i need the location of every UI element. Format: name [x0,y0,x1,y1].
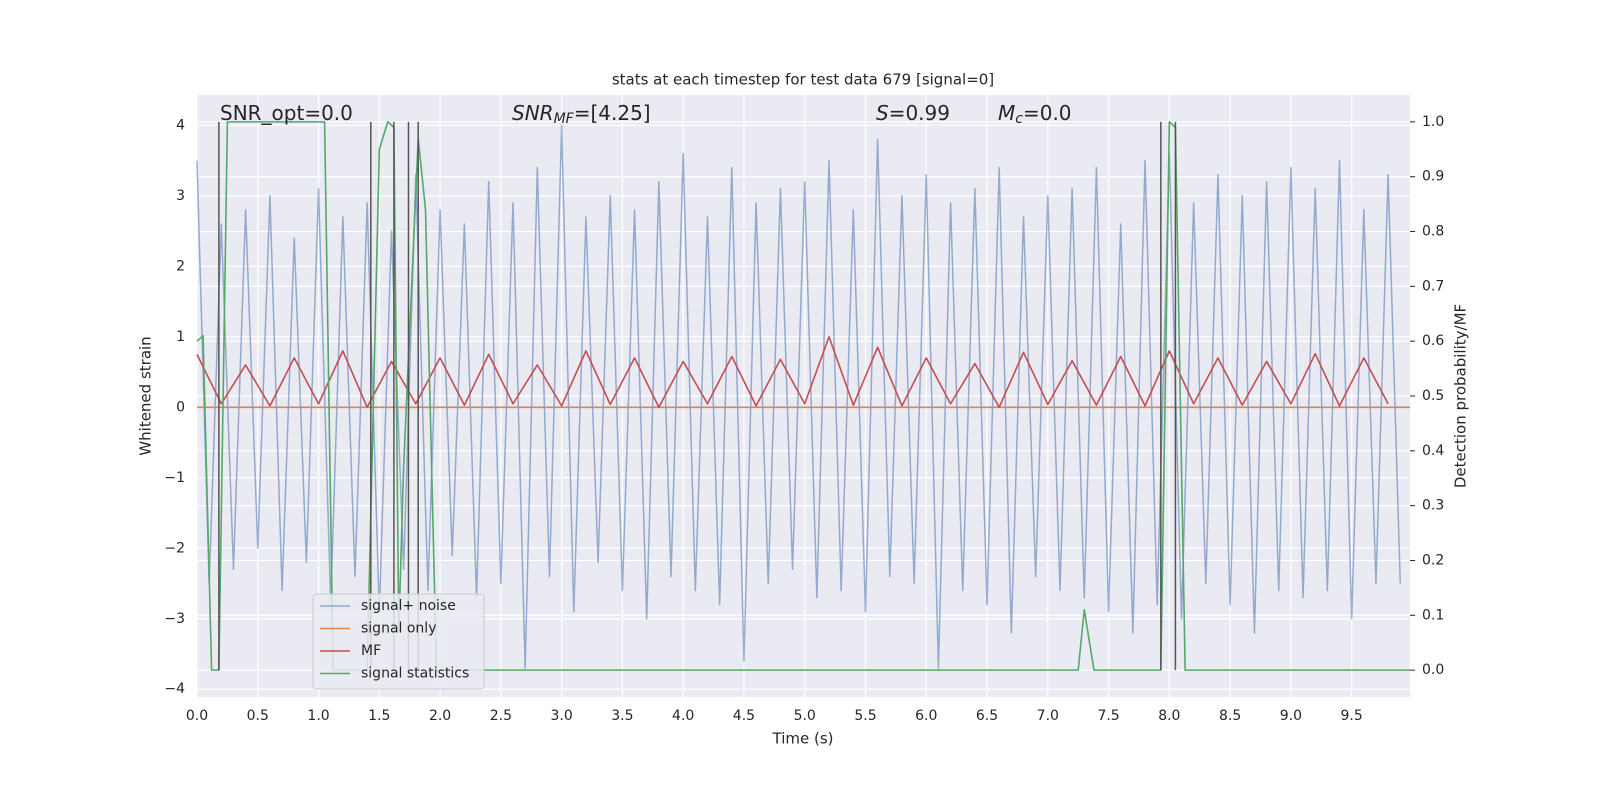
y2-tick-label: 0.5 [1422,388,1444,404]
legend: signal+ noise signal only MF signal statist… [312,593,485,690]
annotation-part: c [1015,111,1023,127]
series-line [196,121,1410,671]
x-tick-label: 1.0 [307,708,329,724]
y2-axis-label: Detection probability/MF [1452,304,1470,488]
x-tick-label: 0.0 [186,708,208,724]
x-tick-label: 3.5 [611,708,633,724]
y2-tick-label: 0.1 [1422,607,1444,623]
x-tick-label: 8.0 [1158,708,1180,724]
y2-tick-label: 0.8 [1422,224,1444,240]
x-tick-label: 2.0 [429,708,451,724]
x-tick-label: 4.0 [672,708,694,724]
y2-tick-label: 0.7 [1422,278,1444,294]
legend-label: signal statistics [361,666,469,682]
y-tick-label: 4 [176,117,185,133]
x-tick-label: 7.0 [1037,708,1059,724]
y2-tick-label: 0.6 [1422,333,1444,349]
x-tick-label: 4.5 [733,708,755,724]
y-tick-label: 1 [176,329,185,345]
x-tick-label: 8.5 [1219,708,1241,724]
y-tick-label: 3 [176,188,185,204]
x-tick-label: 6.0 [915,708,937,724]
annotation: SNRMF=[4.25] [512,101,651,128]
y-tick-label: 2 [176,258,185,274]
y-tick-label: −1 [164,470,185,486]
y-axis-label: Whitened strain [137,336,155,455]
annotation-part: S [876,101,889,125]
x-tick-label: 5.0 [794,708,816,724]
x-tick-label: 9.5 [1341,708,1363,724]
y-tick-label: 0 [176,399,185,415]
marks [196,121,1410,671]
annotation-part: =0.99 [889,101,950,125]
annotation-part: SNR_opt=0.0 [220,101,353,125]
legend-label: MF [361,643,381,659]
annotation: Mc=0.0 [998,101,1072,128]
legend-label: signal only [361,621,436,637]
x-tick-label: 2.5 [490,708,512,724]
y2-tick-label: 1.0 [1422,114,1444,130]
x-tick-label: 9.0 [1280,708,1302,724]
legend-label: signal+ noise [361,598,456,614]
y2-tick-label: 0.2 [1422,552,1444,568]
annotation-part: SNR [512,101,554,125]
y2-tick-label: 0.9 [1422,169,1444,185]
y-tick-label: −3 [164,611,185,627]
x-tick-label: 7.5 [1097,708,1119,724]
x-tick-label: 5.5 [854,708,876,724]
x-tick-label: 0.5 [247,708,269,724]
y2-tick-label: 0.4 [1422,443,1444,459]
y-tick-label: −4 [164,681,185,697]
x-tick-label: 1.5 [368,708,390,724]
y-tick-label: −2 [164,540,185,556]
y2-tick-label: 0.0 [1422,662,1444,678]
x-axis-label: Time (s) [772,730,834,748]
legend-box [312,593,485,690]
annotation: SNR_opt=0.0 [220,101,353,125]
x-tick-label: 6.5 [976,708,998,724]
annotation-part: =0.0 [1023,101,1072,125]
annotation-part: M [998,101,1015,125]
annotation-part: MF [554,111,575,127]
annotation: S=0.99 [876,101,950,125]
x-tick-label: 3.0 [550,708,572,724]
chart-title: stats at each timestep for test data 679… [612,71,994,89]
annotation-part: =[4.25] [574,101,651,125]
y2-tick-label: 0.3 [1422,498,1444,514]
